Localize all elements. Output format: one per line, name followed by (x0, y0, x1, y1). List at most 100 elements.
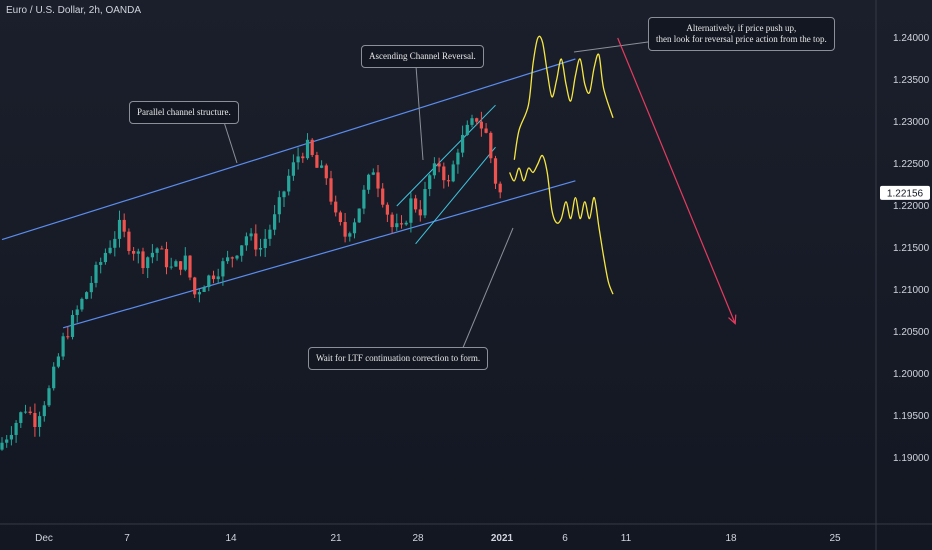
candle-body (456, 152, 460, 165)
candle-body (489, 132, 493, 159)
pointer-parallel (223, 121, 238, 164)
candle-body (362, 189, 366, 209)
candle-body (99, 262, 103, 265)
candle-body (465, 124, 469, 135)
candle-body (390, 214, 394, 228)
candle-body (343, 222, 347, 237)
annotation-ascending-reversal[interactable]: Ascending Channel Reversal. (361, 45, 484, 68)
candle-body (14, 422, 18, 435)
y-tick-label: 1.22500 (893, 159, 930, 170)
candle-body (9, 434, 13, 440)
candle-body (301, 156, 305, 159)
candle-body (324, 165, 328, 179)
candle-body (127, 231, 131, 251)
candle-body (475, 118, 479, 122)
candle-body (226, 257, 230, 262)
y-tick-label: 1.20000 (893, 369, 930, 380)
candle-body (291, 162, 295, 176)
pointer-wait (461, 227, 514, 351)
symbol-title: Euro / U.S. Dollar, 2h, OANDA (6, 5, 142, 16)
candle-body (315, 155, 319, 168)
candle-body (348, 233, 352, 237)
candle-body (117, 219, 122, 239)
candle-body (5, 439, 9, 443)
candle-body (371, 172, 375, 175)
target-arrow-line (617, 37, 736, 324)
candle-body (273, 214, 277, 230)
candle-body (484, 128, 488, 133)
candle-body (38, 416, 42, 428)
y-tick-label: 1.19000 (893, 453, 930, 464)
candle-body (47, 388, 51, 406)
annotation-alternative[interactable]: Alternatively, if price push up, then lo… (648, 17, 835, 51)
candle-body (404, 222, 408, 225)
candle-body (498, 183, 502, 193)
candle-body (216, 276, 220, 280)
y-tick-label: 1.23500 (893, 75, 930, 86)
candle-body (395, 223, 399, 228)
candle-body (493, 158, 498, 184)
candle-body (240, 245, 244, 256)
y-tick-label: 1.24000 (893, 33, 930, 44)
inner-channel-lower-line (415, 146, 496, 245)
candle-body (75, 309, 79, 315)
projection-up-path (513, 35, 614, 160)
candle-body (122, 219, 126, 232)
candle-body (160, 248, 164, 250)
x-tick-label: Dec (35, 533, 53, 544)
channel-upper-line (1, 58, 576, 241)
candle-body (230, 257, 234, 259)
candle-body (85, 292, 89, 299)
x-tick-label: 28 (412, 533, 424, 544)
y-tick-label: 1.20500 (893, 327, 930, 338)
annotation-wait-ltf[interactable]: Wait for LTF continuation correction to … (308, 347, 489, 370)
candle-body (33, 412, 37, 428)
candle-body (409, 198, 413, 223)
candle-body (268, 229, 272, 239)
candle-body (70, 314, 75, 337)
candle-body (338, 212, 342, 223)
x-tick-label: 7 (124, 533, 130, 544)
candle-body (221, 261, 225, 277)
candle-body (108, 247, 112, 253)
candle-body (442, 166, 446, 181)
candle-body (19, 412, 23, 423)
candle-body (188, 255, 192, 278)
candle-body (207, 275, 211, 288)
y-tick-label: 1.22000 (893, 201, 930, 212)
candle-body (23, 411, 28, 413)
candle-body (329, 178, 333, 202)
candle-body (376, 172, 380, 189)
candle-body (136, 251, 140, 254)
x-tick-label: 21 (330, 533, 342, 544)
inner-channel-upper-line (396, 104, 496, 207)
candle-body (437, 163, 441, 167)
x-tick-label: 2021 (491, 533, 514, 544)
candle-body (150, 252, 154, 258)
candle-body (113, 238, 117, 248)
y-tick-label: 1.19500 (893, 411, 930, 422)
candle-body (399, 223, 404, 225)
candle-body (28, 411, 32, 413)
candle-body (211, 275, 216, 280)
candle-body (132, 250, 136, 254)
annotation-parallel-channel[interactable]: Parallel channel structure. (129, 101, 239, 124)
candle-body (0, 442, 4, 450)
candle-body (61, 336, 65, 357)
x-tick-label: 11 (621, 533, 632, 544)
last-price-label: 1.22156 (887, 188, 924, 199)
candle-body (202, 287, 206, 292)
candle-body (80, 298, 84, 310)
candle-body (334, 201, 338, 213)
candle-body (197, 291, 201, 295)
candle-body (56, 356, 60, 367)
candle-body (451, 164, 455, 182)
projection-layer (509, 35, 737, 325)
y-tick-label: 1.23000 (893, 117, 930, 128)
candle-body (352, 222, 357, 234)
channel-lower-line (62, 180, 576, 329)
candle-body (418, 209, 422, 216)
candle-body (249, 233, 253, 237)
